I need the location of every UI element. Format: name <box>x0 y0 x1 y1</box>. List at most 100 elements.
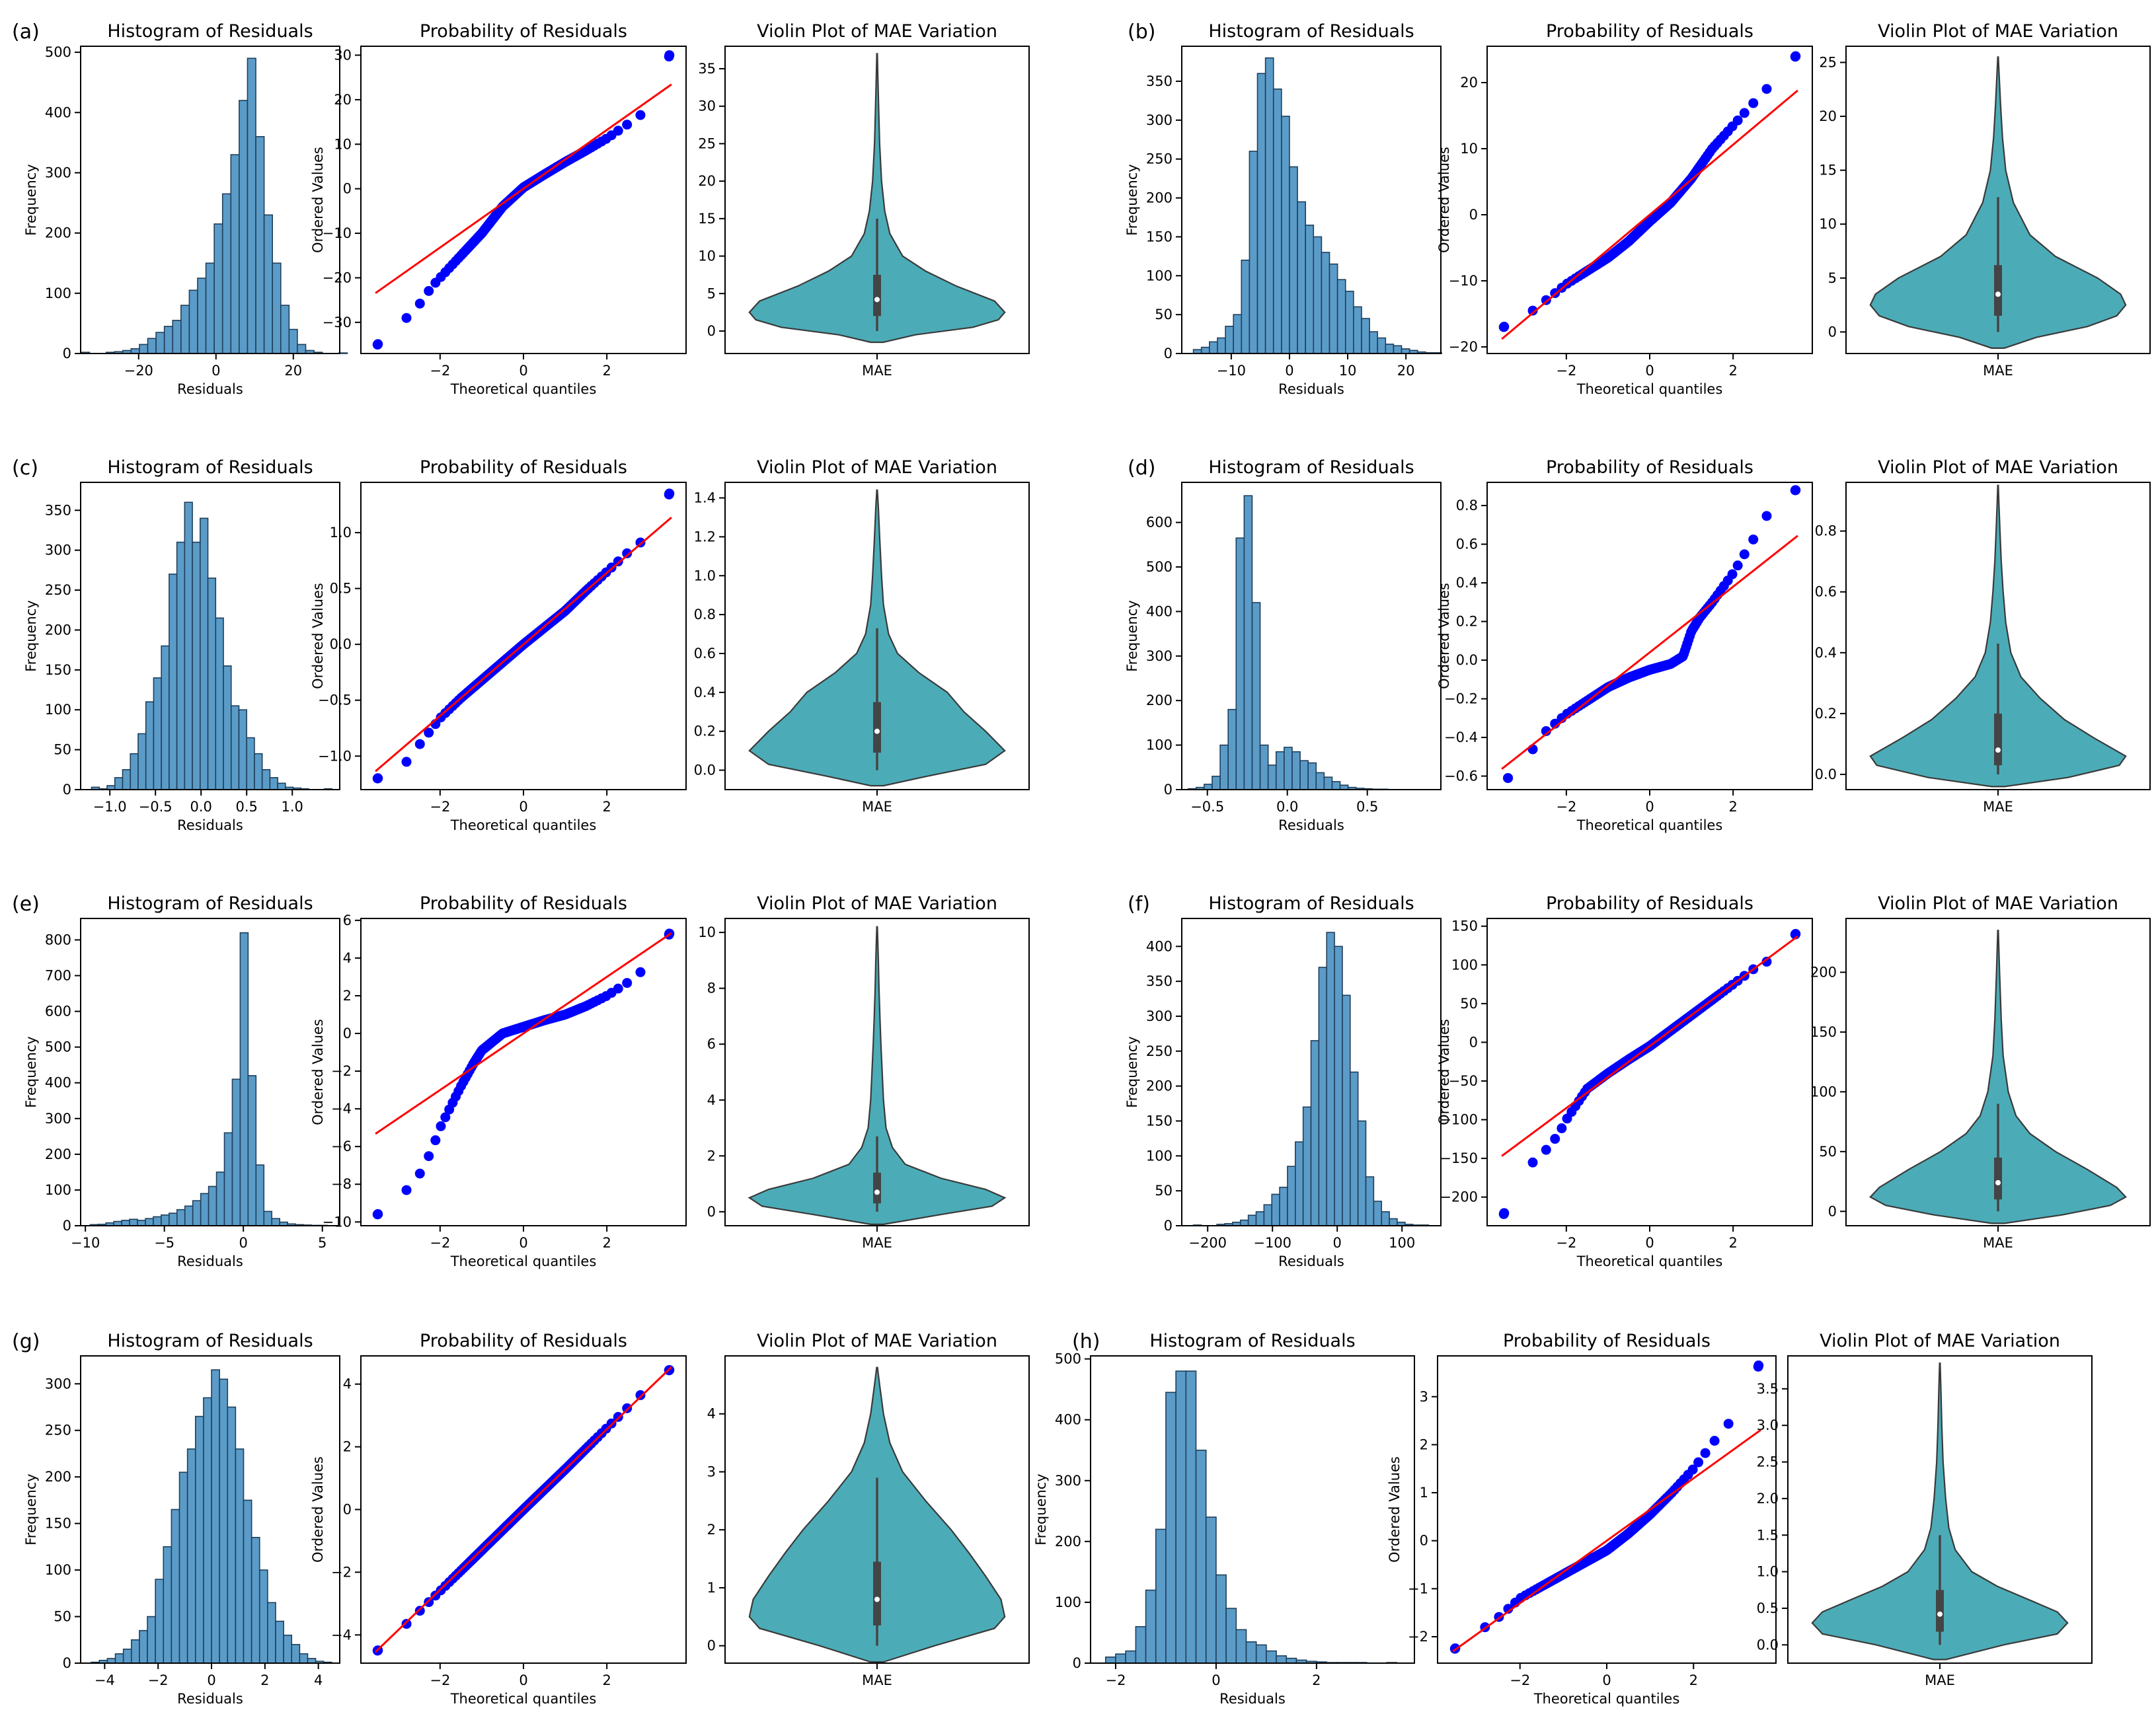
qq-reference-line <box>1501 935 1798 1157</box>
x-tick-label: −0.5 <box>1190 799 1224 815</box>
x-axis-label: MAE <box>1983 799 2013 815</box>
chart-title: Probability of Residuals <box>420 1331 627 1351</box>
violin-median <box>874 1189 880 1195</box>
chart-title: Violin Plot of MAE Variation <box>1878 893 2118 914</box>
x-axis-label: Residuals <box>177 381 243 397</box>
y-tick-label: 1.0 <box>1757 1564 1779 1580</box>
y-tick-label: 2 <box>343 988 352 1004</box>
y-tick-label: 700 <box>45 968 71 984</box>
y-tick-label: 50 <box>54 1609 71 1625</box>
histogram-bar <box>139 344 149 354</box>
panel-h: (h) Histogram of Residuals−2 0 201002003004… <box>1033 1330 2093 1707</box>
y-tick-label: −20 <box>323 270 352 285</box>
histogram-bar <box>155 1579 165 1664</box>
histogram-bar <box>171 1509 180 1664</box>
histogram-bar <box>200 517 209 790</box>
axes-frame <box>1486 482 1813 790</box>
y-tick-label: 100 <box>45 285 71 301</box>
x-tick-label: 0 <box>519 363 527 379</box>
y-tick-label: 1.0 <box>330 525 352 541</box>
x-tick-label: −2 <box>1106 1672 1126 1688</box>
y-tick-label: 300 <box>1146 648 1173 664</box>
histogram-bar <box>1241 259 1251 354</box>
qq-point <box>1709 1435 1720 1446</box>
chart-title: Histogram of Residuals <box>1208 21 1414 42</box>
histogram-bar <box>1323 776 1333 790</box>
violin-chart: Violin Plot of MAE Variation 0 2 4 6 8 10 MAE <box>698 893 1030 1251</box>
axes-frame <box>80 46 340 354</box>
y-tick-label: 4 <box>343 950 352 966</box>
histogram-bar <box>272 262 282 354</box>
histogram-bar <box>1321 252 1330 354</box>
histogram-bar <box>243 1499 252 1664</box>
histogram-bar <box>1369 331 1379 354</box>
qq-point <box>1527 1157 1538 1168</box>
y-tick-label: −200 <box>1440 1189 1478 1205</box>
qq-point <box>1693 1457 1704 1468</box>
y-tick-label: 2 <box>1420 1436 1428 1452</box>
y-tick-label: 0 <box>707 1638 716 1654</box>
y-tick-label: 3 <box>707 1464 716 1479</box>
histogram-bar <box>1247 1214 1257 1226</box>
violin-median <box>1995 1179 2001 1185</box>
y-tick-label: 0 <box>1164 346 1173 361</box>
histogram-bar <box>1266 1650 1277 1664</box>
qq-point <box>1550 1134 1560 1144</box>
y-tick-label: 200 <box>1810 964 1837 980</box>
histogram-bar <box>215 1172 225 1226</box>
histogram-bar <box>1279 1187 1288 1226</box>
violin-body <box>748 53 1006 344</box>
qq-point <box>1527 305 1538 316</box>
x-axis-label: Residuals <box>1278 817 1344 833</box>
y-axis-label: Frequency <box>1124 600 1140 672</box>
y-tick-label: −4 <box>331 1101 352 1117</box>
axes-frame <box>1181 482 1442 790</box>
x-tick-label: 0 <box>519 1235 527 1251</box>
y-axis-label: Frequency <box>1124 164 1140 236</box>
histogram-bar <box>1313 236 1323 354</box>
y-tick-label: −2 <box>331 1063 352 1079</box>
x-tick-label: 10 <box>1339 363 1357 379</box>
histogram-bar <box>1225 1608 1237 1664</box>
histogram-bar <box>1251 602 1261 790</box>
y-tick-label: −150 <box>1440 1150 1478 1166</box>
histogram-bar <box>280 305 290 354</box>
x-axis-label: Theoretical quantiles <box>450 817 597 833</box>
y-tick-label: −0.6 <box>1444 768 1478 784</box>
violin-box <box>1994 713 2002 766</box>
histogram-bar <box>153 1216 162 1226</box>
qq-point <box>1748 534 1759 544</box>
histogram-chart: Histogram of Residuals−20 0 20010020030040… <box>23 21 348 397</box>
x-tick-label: 0 <box>519 799 527 815</box>
histogram-bar <box>161 645 170 790</box>
x-tick-label: 0 <box>1285 363 1293 379</box>
histogram-bar <box>1219 744 1229 790</box>
qq-point <box>1503 772 1514 783</box>
y-tick-label: 200 <box>1146 1078 1173 1094</box>
violin-median <box>874 1596 880 1602</box>
histogram-bar <box>1281 116 1290 354</box>
y-axis-label: Frequency <box>23 164 39 236</box>
violin-box <box>873 1561 881 1625</box>
histogram-bar <box>145 1218 154 1226</box>
y-tick-label: 8 <box>707 981 716 996</box>
y-tick-label: 20 <box>1819 108 1837 124</box>
y-tick-label: 300 <box>1146 112 1173 128</box>
y-tick-label: 800 <box>45 932 71 948</box>
histogram-bar <box>1365 1176 1375 1226</box>
y-axis-label: Ordered Values <box>1436 147 1452 253</box>
axes-frame <box>1181 46 1442 354</box>
histogram-bar <box>1125 1650 1137 1664</box>
histogram-bar <box>1249 151 1258 354</box>
qq-points <box>372 50 675 350</box>
violin-box <box>873 274 881 317</box>
y-tick-label: 0 <box>343 1026 352 1041</box>
y-tick-label: 500 <box>45 44 71 60</box>
y-tick-label: 400 <box>1146 603 1173 619</box>
histogram-bar <box>247 57 256 354</box>
histogram-bar <box>1336 279 1346 354</box>
histogram-bar <box>1155 1528 1167 1664</box>
histogram-bar <box>1299 760 1309 790</box>
y-tick-label: 3 <box>1420 1389 1428 1405</box>
y-tick-label: 250 <box>1146 1043 1173 1059</box>
